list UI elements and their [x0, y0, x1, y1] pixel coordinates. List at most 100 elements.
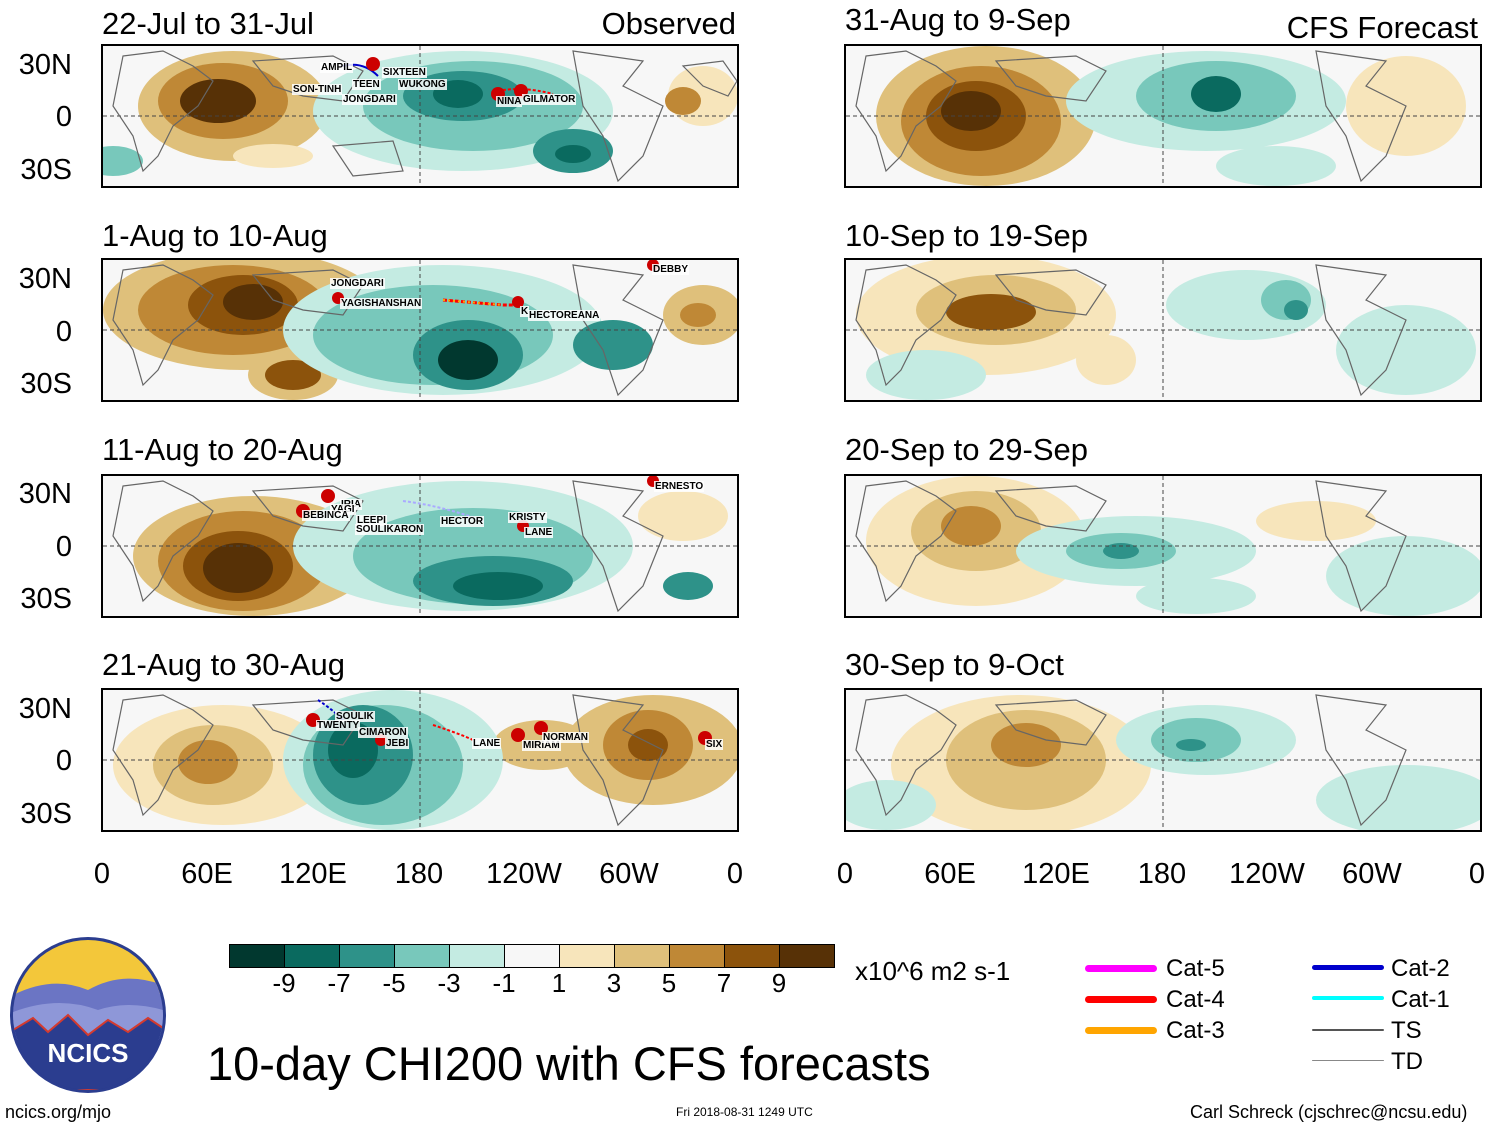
colorbar-segment: [505, 945, 560, 967]
map-panel-fcst-2: [844, 258, 1482, 402]
storm-label: ERNESTO: [654, 481, 705, 492]
lat-label-30s: 30S: [20, 798, 72, 830]
panel-title-fcst-2: 10-Sep to 19-Sep: [845, 218, 1089, 253]
legend-label-ts: TS: [1391, 1017, 1422, 1044]
map-panel-fcst-3: [844, 474, 1482, 618]
observed-label: Observed: [601, 6, 736, 41]
colorbar-tick: -1: [492, 968, 516, 998]
lat-label-0: 0: [55, 101, 72, 133]
timestamp: Fri 2018-08-31 1249 UTC: [676, 1105, 813, 1119]
credit: Carl Schreck (cjschrec@ncsu.edu): [1190, 1102, 1468, 1122]
legend-swatch-cat4: [1085, 996, 1157, 1003]
lat-label-0: 0: [55, 531, 72, 563]
storm-label: HECTOR: [440, 516, 485, 527]
site-link[interactable]: ncics.org/mjo: [5, 1102, 112, 1122]
main-title: 10-day CHI200 with CFS forecasts: [207, 1037, 931, 1090]
colorbar-tick: 5: [661, 968, 677, 998]
colorbar-tick: 9: [771, 968, 787, 998]
colorbar-segment: [725, 945, 780, 967]
lon-label: 0: [1468, 858, 1486, 890]
storm-label: YAGI: [330, 504, 356, 515]
storm-label: NINA: [496, 96, 523, 107]
legend-swatch-cat1: [1312, 996, 1384, 1000]
storm-label: HECTOREANA: [528, 310, 601, 321]
colorbar-tick: -9: [272, 968, 296, 998]
storm-label: SON-TINH: [292, 84, 343, 95]
map-panel-obs-2: [101, 258, 739, 402]
lon-label: 120W: [1229, 858, 1305, 890]
lat-label-30n: 30N: [18, 478, 72, 510]
lon-label: 180: [1137, 858, 1187, 890]
lon-label: 60W: [599, 858, 659, 890]
colorbar-tick: 7: [716, 968, 732, 998]
map-panel-obs-4: [101, 688, 739, 832]
lon-label: 0: [726, 858, 744, 890]
lon-label: 0: [836, 858, 854, 890]
lat-label-0: 0: [55, 316, 72, 348]
storm-label: SIXTEEN: [382, 67, 427, 78]
storm-label: GILMATOR: [522, 94, 577, 105]
storm-label: TWENTY: [316, 720, 361, 731]
lon-label: 180: [394, 858, 444, 890]
colorbar-tick: -3: [437, 968, 461, 998]
lon-label: 0: [93, 858, 111, 890]
legend-swatch-cat3: [1085, 1027, 1157, 1034]
storm-label: NORMAN: [542, 732, 589, 743]
storm-label: LANE: [524, 527, 554, 538]
storm-label: LANE: [472, 738, 502, 749]
colorbar-segment: [395, 945, 450, 967]
lon-label: 120E: [279, 858, 347, 890]
storm-label: MIRIAM: [522, 740, 561, 751]
legend-label-cat3: Cat-3: [1166, 1017, 1225, 1044]
colorbar-segment: [450, 945, 505, 967]
colorbar: [229, 944, 835, 968]
logo-text: NCICS: [48, 1038, 129, 1068]
storm-label: AMPIL: [320, 62, 354, 73]
colorbar-tick: -5: [382, 968, 406, 998]
storm-label: SOULIK: [335, 711, 375, 722]
lat-label-30n: 30N: [18, 49, 72, 81]
colorbar-units: x10^6 m2 s-1: [855, 956, 1011, 986]
legend-label-td: TD: [1391, 1048, 1423, 1075]
lon-label: 120E: [1022, 858, 1090, 890]
legend-label-cat2: Cat-2: [1391, 955, 1450, 982]
storm-label: BEBINCA: [302, 510, 350, 521]
lon-label: 120W: [486, 858, 562, 890]
lat-label-0: 0: [55, 745, 72, 777]
lat-label-30n: 30N: [18, 693, 72, 725]
panel-title-obs-3: 11-Aug to 20-Aug: [102, 432, 343, 467]
panel-title-fcst-3: 20-Sep to 29-Sep: [845, 432, 1089, 467]
legend-label-cat1: Cat-1: [1391, 986, 1450, 1013]
storm-label: LEEPI: [356, 515, 387, 526]
legend-swatch-cat2: [1312, 965, 1384, 970]
storm-label: DEBBY: [652, 264, 690, 275]
storm-label: K: [520, 306, 530, 317]
storm-label: TEEN: [352, 79, 381, 90]
storm-label: KRISTY: [508, 512, 547, 523]
storm-label: JONGDARI: [342, 94, 397, 105]
lon-label: 60E: [181, 858, 233, 890]
legend-swatch-cat5: [1085, 965, 1157, 972]
storm-label: JEBI: [385, 738, 410, 749]
storm-label: CIMARON: [358, 727, 408, 738]
storm-label: SIX: [705, 739, 724, 750]
map-panel-obs-1: [101, 44, 739, 188]
colorbar-tick: 1: [551, 968, 567, 998]
storm-label: JONGDARI: [330, 278, 385, 289]
panel-title-fcst-1: 31-Aug to 9-Sep: [845, 2, 1071, 37]
colorbar-segment: [615, 945, 670, 967]
panel-title-fcst-4: 30-Sep to 9-Oct: [845, 647, 1064, 682]
colorbar-segment: [230, 945, 285, 967]
colorbar-segment: [285, 945, 340, 967]
map-panel-fcst-4: [844, 688, 1482, 832]
panel-title-obs-2: 1-Aug to 10-Aug: [102, 218, 328, 253]
lon-label: 60W: [1342, 858, 1402, 890]
colorbar-segment: [560, 945, 615, 967]
lat-label-30s: 30S: [20, 368, 72, 400]
colorbar-segment: [340, 945, 395, 967]
lat-label-30s: 30S: [20, 583, 72, 615]
colorbar-tick: 3: [606, 968, 622, 998]
storm-label: WUKONG: [398, 79, 447, 90]
legend-swatch-td: [1312, 1060, 1384, 1061]
forecast-label: CFS Forecast: [1286, 10, 1478, 45]
